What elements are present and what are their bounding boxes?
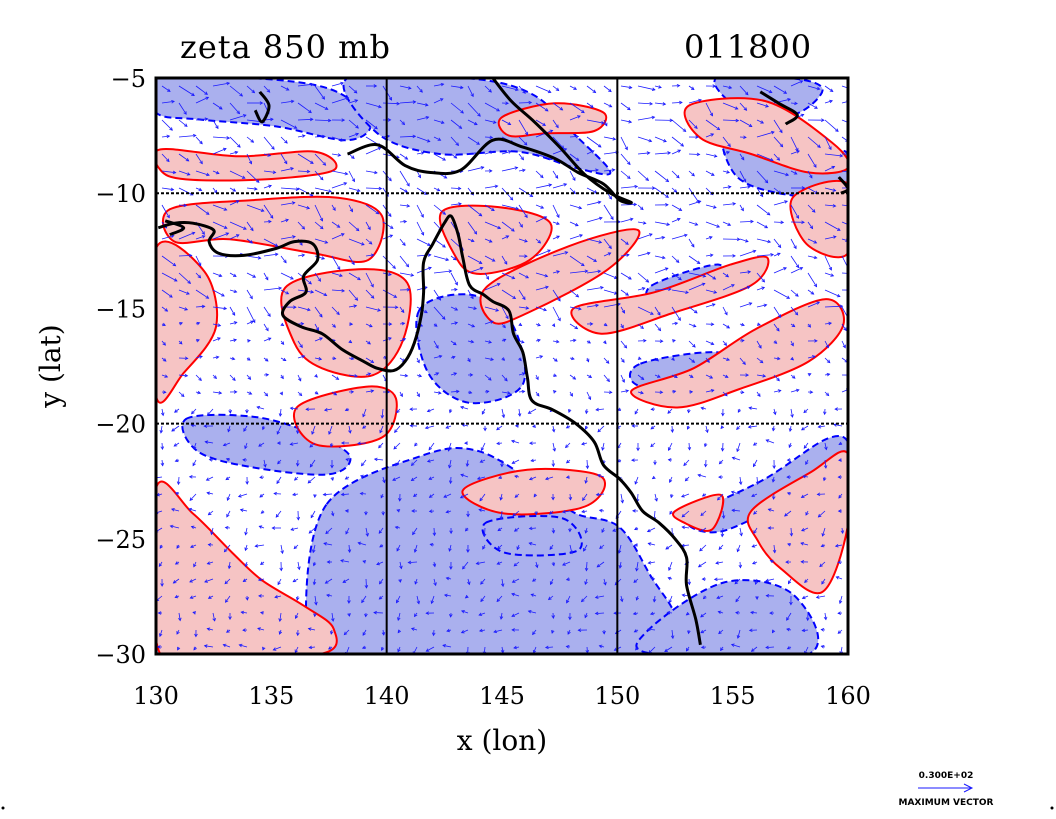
max-vector-value: 0.300E+02 — [919, 771, 974, 781]
wind-vector-head — [856, 272, 859, 275]
wind-vector-head — [855, 289, 858, 292]
x-tick-label: 160 — [825, 682, 871, 710]
corner-dot-bottom-left — [2, 807, 5, 810]
wind-vector-head — [850, 205, 853, 208]
x-tick-label: 145 — [479, 682, 525, 710]
y-tick-label: −20 — [95, 411, 146, 439]
x-tick-label: 135 — [248, 682, 294, 710]
x-tick-label: 155 — [710, 682, 756, 710]
y-axis-label: y (lat) — [34, 324, 67, 408]
y-tick-label: −5 — [111, 65, 146, 93]
wind-vector-head — [854, 124, 857, 127]
wind-vector — [689, 154, 700, 155]
x-tick-label: 130 — [133, 682, 179, 710]
wind-vector-head — [851, 225, 854, 228]
x-tick-label: 150 — [594, 682, 640, 710]
max-vector-caption: MAXIMUM VECTOR — [898, 798, 993, 808]
y-tick-label: −10 — [95, 180, 146, 208]
y-tick-label: −15 — [95, 295, 146, 323]
corner-dot-bottom-right — [1051, 807, 1054, 810]
plot-title-field: zeta 850 mb — [180, 28, 391, 66]
y-tick-label: −30 — [95, 641, 146, 669]
y-axis-ticks: −5 −10 −15 −20 −25 −30 — [95, 65, 146, 669]
negative-vorticity-region — [483, 516, 582, 555]
wind-vector — [519, 103, 531, 104]
x-tick-label: 140 — [364, 682, 410, 710]
max-vector-legend: 0.300E+02 MAXIMUM VECTOR — [898, 771, 993, 808]
x-axis-label: x (lon) — [457, 724, 547, 757]
y-tick-label: −25 — [95, 526, 146, 554]
x-axis-ticks: 130 135 140 145 150 155 160 — [133, 682, 871, 710]
wind-vector-head — [856, 90, 859, 93]
plot-title-time: 011800 — [684, 28, 812, 66]
